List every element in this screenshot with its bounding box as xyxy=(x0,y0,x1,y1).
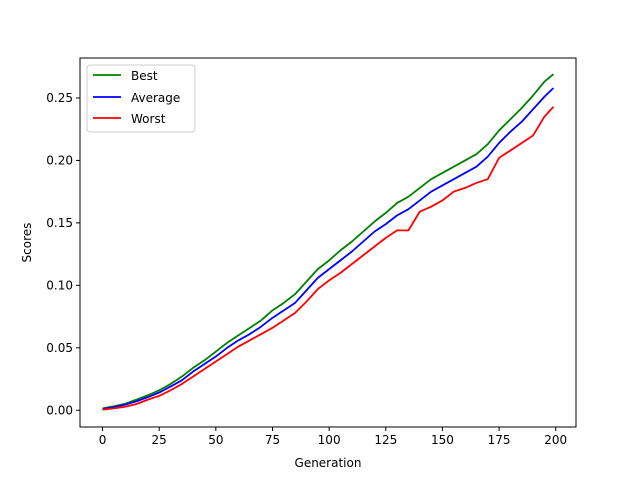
x-tick-label: 100 xyxy=(318,433,341,447)
y-tick-label: 0.10 xyxy=(46,278,73,292)
x-tick-label: 0 xyxy=(99,433,107,447)
y-axis-label: Scores xyxy=(20,223,34,263)
series-line-average xyxy=(102,87,555,410)
y-tick-label: 0.05 xyxy=(46,341,73,355)
axis-ticks: 0 25 50 75 100 125 150 175 200 0.00 0.05 0.10 0.15 0.… xyxy=(46,91,567,447)
x-tick-label: 75 xyxy=(265,433,280,447)
plot-lines xyxy=(102,73,555,411)
x-tick-label: 175 xyxy=(488,433,511,447)
y-tick-label: 0.25 xyxy=(46,91,73,105)
legend: Best Average Worst xyxy=(86,64,196,133)
x-tick-label: 25 xyxy=(152,433,167,447)
x-tick-label: 125 xyxy=(374,433,397,447)
plot-frame xyxy=(79,57,577,428)
legend-box xyxy=(86,64,196,133)
y-tick-label: 0.20 xyxy=(46,153,73,167)
series-line-best xyxy=(102,73,555,410)
x-axis-label: Generation xyxy=(295,456,362,470)
legend-label-average: Average xyxy=(131,91,180,105)
x-tick-label: 200 xyxy=(544,433,567,447)
y-tick-label: 0.15 xyxy=(46,216,73,230)
legend-label-worst: Worst xyxy=(131,112,166,126)
x-tick-label: 50 xyxy=(208,433,223,447)
series-line-worst xyxy=(102,106,555,411)
x-tick-label: 150 xyxy=(431,433,454,447)
legend-label-best: Best xyxy=(131,69,158,83)
y-tick-label: 0.00 xyxy=(46,403,73,417)
